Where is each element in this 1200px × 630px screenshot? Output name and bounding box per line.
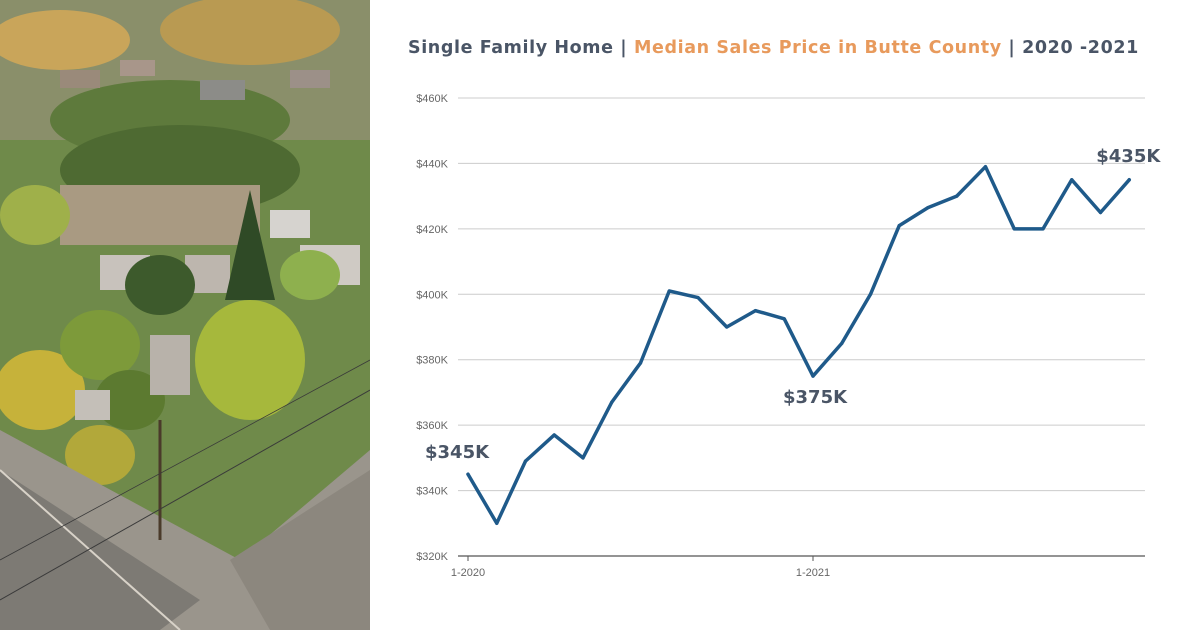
title-separator: | (613, 38, 634, 58)
data-label: $345K (425, 442, 490, 463)
data-point (897, 223, 901, 228)
data-point (667, 289, 671, 293)
data-point (638, 361, 643, 365)
data-point (926, 205, 930, 210)
y-tick-label: $420K (416, 224, 448, 236)
data-point (1012, 227, 1016, 231)
chart-series (466, 164, 1131, 526)
y-tick-label: $340K (416, 486, 448, 498)
title-segment-property-type: Single Family Home (408, 38, 614, 58)
aerial-neighborhood-photo (0, 0, 370, 630)
data-label: $435K (1096, 146, 1161, 167)
chart-annotations: $345K $375K $435K (425, 146, 1161, 463)
data-point (466, 472, 470, 476)
title-segment-period: 2020 -2021 (1022, 38, 1139, 58)
y-axis-tick-labels: $320K $340K $360K $380K $400K $420K $440K $460K (416, 93, 448, 563)
data-point (753, 309, 758, 313)
y-tick-label: $360K (416, 420, 448, 432)
data-point (1070, 178, 1074, 182)
data-point (840, 341, 844, 345)
data-point (610, 400, 614, 404)
data-point (552, 433, 556, 437)
data-point (581, 456, 585, 460)
data-point (811, 374, 815, 378)
data-point (782, 317, 786, 321)
data-point (983, 165, 988, 169)
data-point (1127, 178, 1131, 182)
data-point (523, 459, 528, 463)
x-tick-label: 1-2021 (796, 567, 830, 579)
data-point (955, 194, 959, 198)
data-point (725, 325, 729, 329)
data-point (1041, 227, 1045, 231)
data-point (495, 521, 499, 525)
data-point (696, 295, 700, 300)
y-tick-label: $380K (416, 355, 448, 367)
data-point (1098, 210, 1103, 215)
y-tick-label: $460K (416, 93, 448, 105)
y-tick-label: $320K (416, 551, 448, 563)
chart-gridlines (458, 97, 1145, 561)
chart-title: Single Family Home | Median Sales Price … (408, 38, 1168, 58)
x-axis-tick-labels: 1-2020 1-2021 (451, 567, 830, 579)
data-label: $375K (783, 387, 848, 408)
x-tick-label: 1-2020 (451, 567, 485, 579)
y-tick-label: $400K (416, 289, 448, 301)
series-line (466, 164, 1131, 526)
title-separator: | (1001, 38, 1023, 58)
line-chart: $320K $340K $360K $380K $400K $420K $440K $460K… (416, 93, 1161, 579)
y-tick-label: $440K (416, 158, 448, 170)
title-segment-metric: Median Sales Price in Butte County (633, 38, 1002, 58)
data-point (868, 292, 873, 296)
